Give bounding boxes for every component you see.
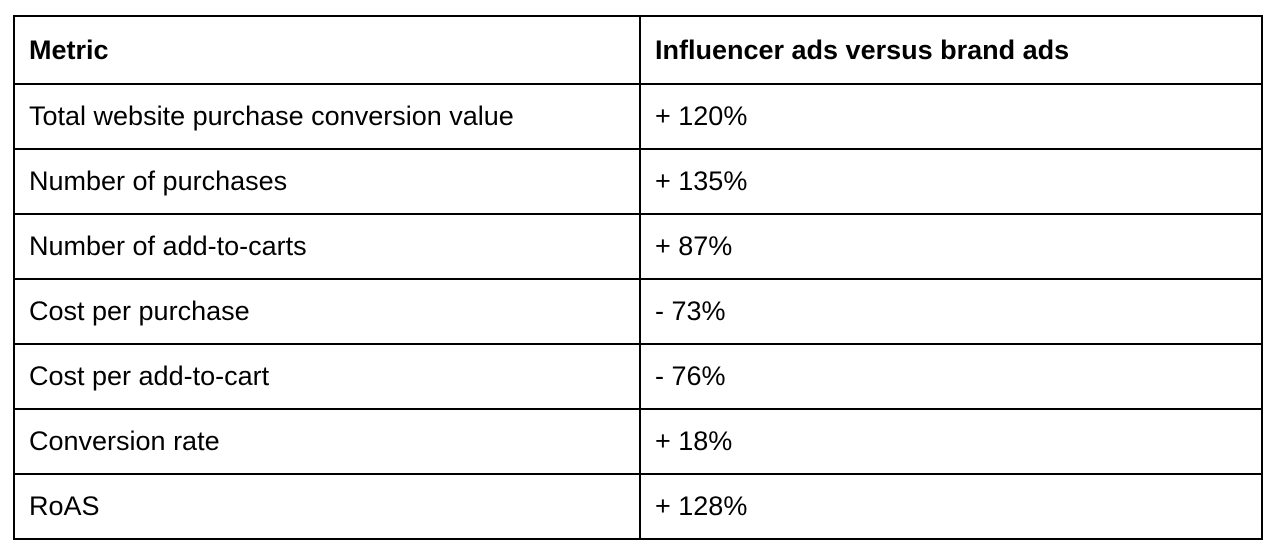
value-cell: + 135% — [639, 148, 1263, 215]
table-row: Cost per add-to-cart - 76% — [13, 343, 1263, 410]
table-row: Number of add-to-carts + 87% — [13, 213, 1263, 280]
table-header-row: Metric Influencer ads versus brand ads — [13, 15, 1263, 85]
value-cell: + 128% — [639, 473, 1263, 540]
header-metric: Metric — [13, 15, 641, 85]
metrics-comparison-table: Metric Influencer ads versus brand ads T… — [13, 15, 1263, 540]
metric-cell: Conversion rate — [13, 408, 641, 475]
metric-cell: Total website purchase conversion value — [13, 83, 641, 150]
table-body: Total website purchase conversion value … — [13, 83, 1263, 540]
metric-cell: Cost per purchase — [13, 278, 641, 345]
table-row: Total website purchase conversion value … — [13, 83, 1263, 150]
table-row: Number of purchases + 135% — [13, 148, 1263, 215]
metric-cell: Number of purchases — [13, 148, 641, 215]
value-cell: - 73% — [639, 278, 1263, 345]
value-cell: - 76% — [639, 343, 1263, 410]
metric-cell: Number of add-to-carts — [13, 213, 641, 280]
value-cell: + 87% — [639, 213, 1263, 280]
metric-cell: RoAS — [13, 473, 641, 540]
table-row: RoAS + 128% — [13, 473, 1263, 540]
value-cell: + 18% — [639, 408, 1263, 475]
value-cell: + 120% — [639, 83, 1263, 150]
header-influencer-vs-brand: Influencer ads versus brand ads — [639, 15, 1263, 85]
metric-cell: Cost per add-to-cart — [13, 343, 641, 410]
table-row: Cost per purchase - 73% — [13, 278, 1263, 345]
table-row: Conversion rate + 18% — [13, 408, 1263, 475]
table-header: Metric Influencer ads versus brand ads — [13, 15, 1263, 85]
